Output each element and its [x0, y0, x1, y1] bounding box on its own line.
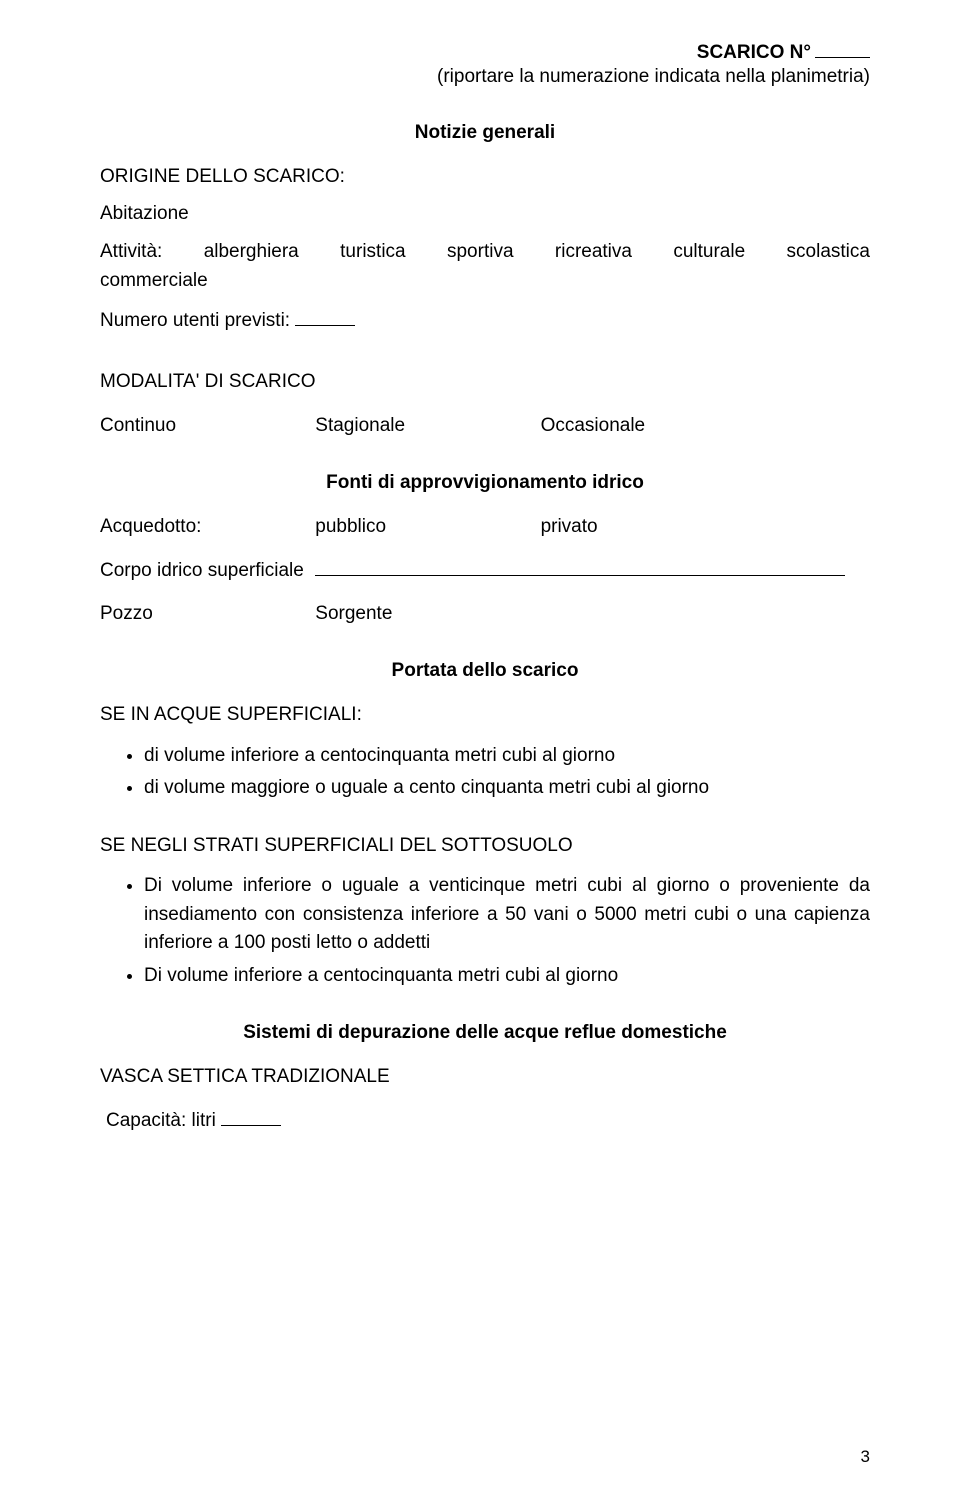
- vasca-label: VASCA SETTICA TRADIZIONALE: [100, 1062, 870, 1091]
- sottosuolo-label: SE NEGLI STRATI SUPERFICIALI DEL SOTTOSU…: [100, 831, 870, 860]
- page-number: 3: [861, 1447, 870, 1467]
- superficiali-opt-2[interactable]: di volume maggiore o uguale a cento cinq…: [144, 774, 870, 803]
- capacita-label: Capacità: litri: [106, 1110, 216, 1131]
- superficiali-label: SE IN ACQUE SUPERFICIALI:: [100, 700, 870, 729]
- origine-block: ORIGINE DELLO SCARICO: Abitazione Attivi…: [100, 162, 870, 335]
- numero-utenti-line: Numero utenti previsti:: [100, 306, 870, 335]
- modalita-block: MODALITA' DI SCARICO Continuo Stagionale…: [100, 367, 870, 440]
- sistemi-title: Sistemi di depurazione delle acque reflu…: [100, 1022, 870, 1044]
- acquedotto-privato[interactable]: privato: [541, 512, 598, 541]
- origine-label: ORIGINE DELLO SCARICO:: [100, 162, 870, 191]
- superficiali-block: SE IN ACQUE SUPERFICIALI: di volume infe…: [100, 700, 870, 802]
- numero-utenti-label: Numero utenti previsti:: [100, 310, 290, 331]
- attivita-turistica[interactable]: turistica: [340, 237, 405, 266]
- attivita-row: Attività: alberghiera turistica sportiva…: [100, 237, 870, 266]
- fonti-block: Acquedotto: pubblico privato Corpo idric…: [100, 512, 870, 628]
- capacita-field[interactable]: [221, 1125, 281, 1126]
- sottosuolo-opt-1[interactable]: Di volume inferiore o uguale a venticinq…: [144, 872, 870, 958]
- attivita-ricreativa[interactable]: ricreativa: [555, 237, 632, 266]
- page: SCARICO N° (riportare la numerazione ind…: [0, 0, 960, 1497]
- corpo-idrico-field[interactable]: [315, 575, 845, 576]
- modalita-title: MODALITA' DI SCARICO: [100, 367, 870, 396]
- modalita-occasionale[interactable]: Occasionale: [541, 411, 646, 440]
- header-right-block: SCARICO N° (riportare la numerazione ind…: [100, 42, 870, 88]
- capacita-line: Capacità: litri: [100, 1106, 870, 1135]
- corpo-idrico-line: Corpo idrico superficiale: [100, 556, 870, 585]
- scarico-n-label: SCARICO N°: [697, 42, 811, 63]
- notizie-generali-title: Notizie generali: [100, 122, 870, 144]
- modalita-continuo[interactable]: Continuo: [100, 411, 310, 440]
- portata-title: Portata dello scarico: [100, 660, 870, 682]
- sottosuolo-list: Di volume inferiore o uguale a venticinq…: [100, 872, 870, 990]
- attivita-scolastica[interactable]: scolastica: [787, 237, 870, 266]
- acquedotto-pubblico[interactable]: pubblico: [315, 512, 535, 541]
- numero-utenti-field[interactable]: [295, 325, 355, 326]
- commerciale-option[interactable]: commerciale: [100, 266, 870, 295]
- abitazione-option[interactable]: Abitazione: [100, 199, 870, 228]
- attivita-culturale[interactable]: culturale: [673, 237, 745, 266]
- vasca-block: VASCA SETTICA TRADIZIONALE Capacità: lit…: [100, 1062, 870, 1135]
- sottosuolo-block: SE NEGLI STRATI SUPERFICIALI DEL SOTTOSU…: [100, 831, 870, 990]
- pozzo-option[interactable]: Pozzo: [100, 599, 310, 628]
- sottosuolo-opt-2[interactable]: Di volume inferiore a centocinquanta met…: [144, 962, 870, 991]
- scarico-n-line: SCARICO N°: [100, 42, 870, 64]
- modalita-stagionale[interactable]: Stagionale: [315, 411, 535, 440]
- fonti-title: Fonti di approvvigionamento idrico: [100, 472, 870, 494]
- attivita-label: Attività:: [100, 237, 162, 266]
- sorgente-option[interactable]: Sorgente: [315, 599, 392, 628]
- superficiali-opt-1[interactable]: di volume inferiore a centocinquanta met…: [144, 742, 870, 771]
- attivita-alberghiera[interactable]: alberghiera: [204, 237, 299, 266]
- corpo-idrico-label: Corpo idrico superficiale: [100, 560, 304, 581]
- pozzo-row: Pozzo Sorgente: [100, 599, 870, 628]
- planimetria-note: (riportare la numerazione indicata nella…: [100, 66, 870, 88]
- acquedotto-label: Acquedotto:: [100, 512, 310, 541]
- superficiali-list: di volume inferiore a centocinquanta met…: [100, 742, 870, 803]
- attivita-sportiva[interactable]: sportiva: [447, 237, 514, 266]
- scarico-n-blank[interactable]: [815, 57, 870, 58]
- acquedotto-row: Acquedotto: pubblico privato: [100, 512, 870, 541]
- modalita-row: Continuo Stagionale Occasionale: [100, 411, 870, 440]
